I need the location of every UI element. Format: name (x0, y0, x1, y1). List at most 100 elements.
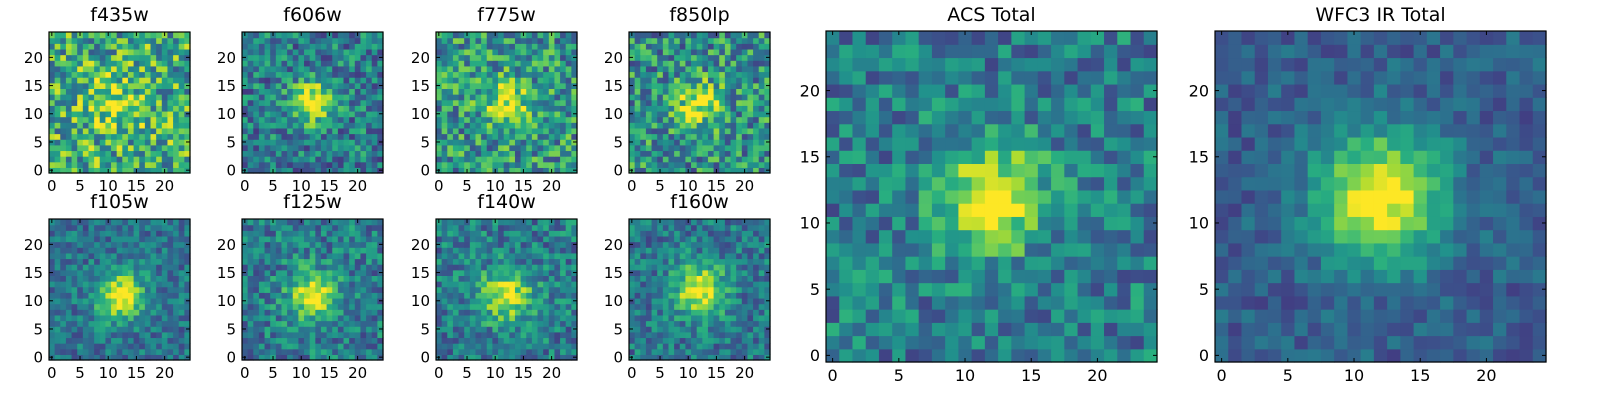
pixel-cell (247, 286, 254, 293)
pixel-cell (161, 348, 169, 355)
pixel-cell (571, 116, 578, 123)
pixel-cell (509, 314, 516, 322)
pixel-cell (481, 37, 488, 44)
pixel-cell (264, 297, 271, 305)
pixel-cell (287, 331, 294, 339)
pixel-cell (548, 264, 556, 271)
pixel-cell (441, 281, 448, 288)
pixel-cell (458, 230, 465, 237)
pixel-cell (514, 82, 522, 89)
pixel-cell (111, 281, 118, 288)
pixel-cell (116, 269, 123, 276)
pixel-cell (315, 264, 322, 271)
pixel-cell (281, 110, 288, 118)
pixel-cell (679, 314, 686, 322)
pixel-cell (554, 281, 561, 288)
pixel-cell (554, 320, 561, 327)
pixel-cell (144, 60, 152, 67)
pixel-cell (498, 139, 505, 146)
pixel-cell (133, 65, 140, 73)
pixel-cell (127, 32, 135, 39)
pixel-cell (144, 247, 152, 254)
pixel-cell (469, 94, 477, 101)
pixel-cell (184, 65, 191, 73)
pixel-cell (287, 99, 294, 106)
pixel-cell (139, 133, 146, 140)
pixel-cell (736, 99, 743, 106)
pixel-cell (247, 99, 254, 106)
pixel-cell (543, 156, 550, 163)
pixel-cell (526, 139, 533, 146)
pixel-cell (184, 144, 191, 152)
pixel-cell (253, 54, 260, 61)
pixel-cell (685, 37, 692, 44)
pixel-cell (554, 303, 561, 310)
pixel-cell (60, 82, 67, 89)
pixel-cell (645, 309, 653, 316)
pixel-cell (332, 167, 339, 174)
pixel-cell (543, 337, 550, 344)
pixel-cell (360, 303, 367, 310)
pixel-cell (481, 99, 488, 106)
pixel-cell (548, 348, 556, 355)
pixel-cell (685, 348, 692, 355)
pixel-cell (247, 303, 254, 310)
pixel-cell (320, 235, 328, 243)
pixel-cell (287, 144, 294, 152)
pixel-cell (509, 127, 516, 135)
pixel-cell (724, 48, 732, 56)
pixel-cell (116, 286, 123, 293)
pixel-cell (65, 286, 73, 293)
pixel-cell (360, 94, 367, 101)
pixel-cell (139, 144, 146, 152)
pixel-cell (366, 94, 373, 101)
pixel-cell (475, 71, 482, 78)
pixel-cell (111, 133, 118, 140)
y-tick-label: 15 (217, 264, 236, 282)
pixel-cell (469, 99, 477, 106)
pixel-cell (161, 314, 169, 322)
pixel-cell (707, 150, 715, 157)
pixel-cell (452, 264, 460, 271)
pixel-cell (724, 139, 732, 146)
pixel-cell (88, 43, 95, 50)
pixel-cell (498, 71, 505, 78)
pixel-cell (741, 331, 749, 339)
pixel-cell (447, 275, 454, 282)
pixel-cell (447, 122, 454, 129)
pixel-cell (464, 258, 471, 265)
pixel-cell (337, 60, 345, 67)
pixel-cell (730, 292, 737, 299)
pixel-cell (94, 43, 101, 50)
pixel-cell (354, 241, 362, 248)
pixel-cell (315, 286, 322, 293)
y-tick-label: 0 (226, 162, 236, 180)
pixel-cell (71, 150, 78, 157)
pixel-cell (156, 139, 163, 146)
pixel-cell (565, 320, 572, 327)
pixel-cell (565, 348, 572, 355)
pixel-cell (475, 297, 482, 305)
pixel-cell (503, 37, 510, 44)
pixel-cell (144, 269, 152, 276)
pixel-cell (298, 60, 305, 67)
pixel-cell (509, 161, 516, 168)
pixel-cell (242, 230, 249, 237)
pixel-cell (531, 252, 539, 260)
pixel-cell (292, 82, 299, 89)
pixel-cell (82, 48, 90, 56)
pixel-cell (702, 343, 709, 350)
pixel-cell (173, 297, 180, 305)
pixel-cell (741, 65, 749, 73)
pixel-cell (503, 235, 510, 243)
pixel-cell (354, 297, 362, 305)
pixel-cell (332, 144, 339, 152)
pixel-cell (560, 269, 567, 276)
pixel-cell (543, 105, 550, 112)
pixel-cell (492, 252, 499, 260)
pixel-cell (258, 48, 266, 56)
pixel-cell (366, 275, 373, 282)
pixel-cell (514, 105, 522, 112)
pixel-cell (486, 133, 493, 140)
pixel-cell (520, 150, 527, 157)
